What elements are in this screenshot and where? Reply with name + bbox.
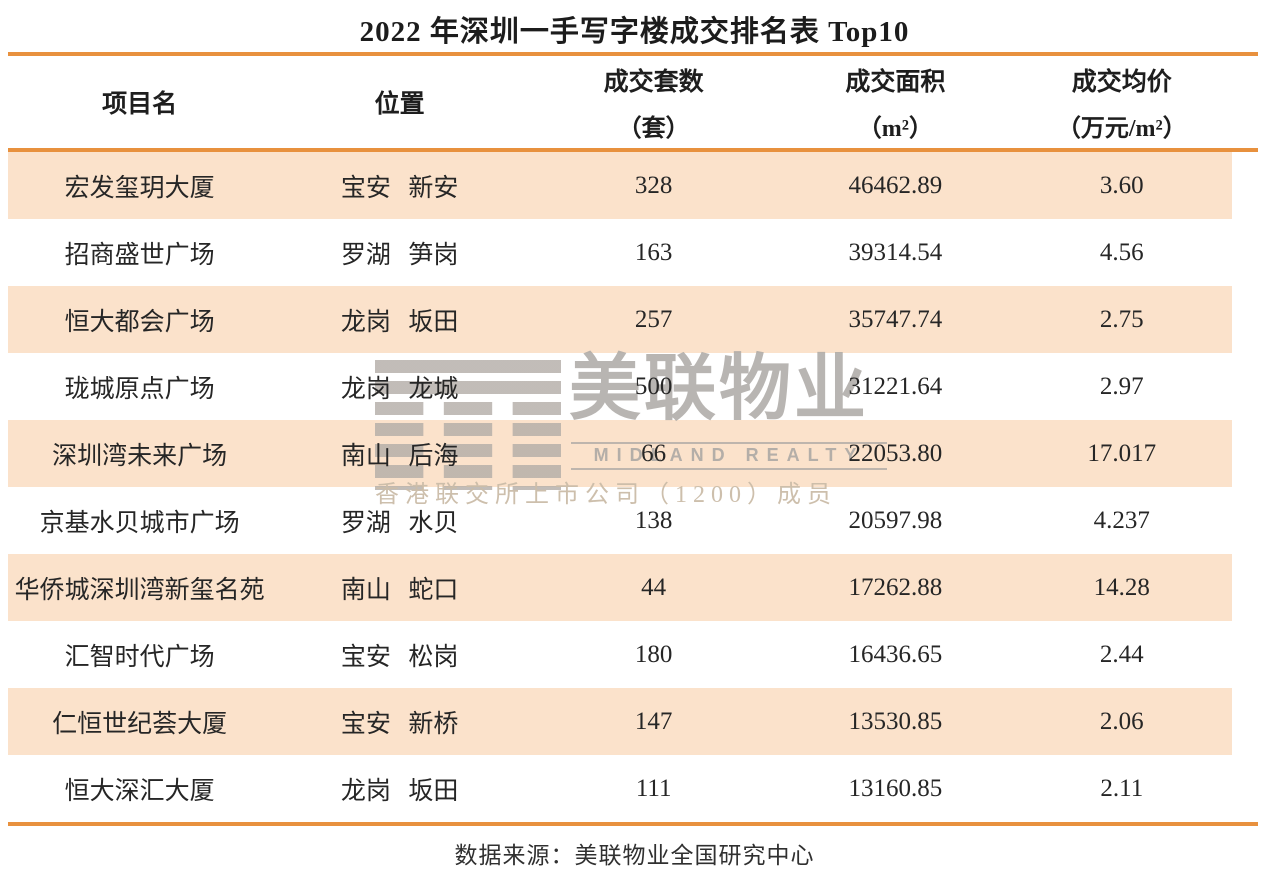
cell-area: 17262.88 — [848, 573, 943, 601]
cell-units: 328 — [634, 171, 673, 199]
table-row: 深圳湾未来广场 南山 后海 66 22053.80 17.017 — [8, 420, 1232, 487]
table-row: 恒大深汇大厦 龙岗 坂田 111 13160.85 2.11 — [8, 755, 1232, 822]
cell-location: 罗湖 水贝 — [340, 509, 459, 537]
cell-location: 南山 后海 — [340, 442, 459, 470]
cell-price: 3.60 — [1099, 171, 1144, 199]
cell-location: 宝安 新安 — [340, 174, 459, 202]
cell-area: 35747.74 — [848, 305, 943, 333]
cell-location: 龙岗 坂田 — [340, 777, 459, 805]
cell-project: 恒大深汇大厦 — [64, 777, 215, 805]
cell-price: 2.11 — [1100, 774, 1144, 802]
cell-area: 20597.98 — [848, 506, 943, 534]
report-page: 2022 年深圳一手写字楼成交排名表 Top10 项目名 位置 成交套数 （套）… — [0, 12, 1269, 872]
cell-project: 京基水贝城市广场 — [39, 509, 240, 537]
table-row: 汇智时代广场 宝安 松岗 180 16436.65 2.44 — [8, 621, 1232, 688]
cell-area: 16436.65 — [848, 640, 943, 668]
cell-project: 招商盛世广场 — [64, 241, 215, 269]
cell-location: 龙岗 坂田 — [340, 308, 459, 336]
cell-project: 宏发玺玥大厦 — [64, 174, 215, 202]
column-header-units: 成交套数 （套） — [603, 68, 704, 142]
cell-price: 2.06 — [1099, 707, 1144, 735]
cell-price: 2.75 — [1099, 305, 1144, 333]
cell-area: 22053.80 — [848, 439, 943, 467]
table-row: 仁恒世纪荟大厦 宝安 新桥 147 13530.85 2.06 — [8, 688, 1232, 755]
cell-project: 华侨城深圳湾新玺名苑 — [14, 576, 265, 604]
column-header-price: 成交均价 （万元/m²） — [1056, 68, 1187, 142]
divider-bottom — [8, 822, 1258, 826]
cell-project: 恒大都会广场 — [64, 308, 215, 336]
table-row: 恒大都会广场 龙岗 坂田 257 35747.74 2.75 — [8, 286, 1232, 353]
cell-units: 66 — [641, 439, 667, 467]
cell-units: 500 — [634, 372, 673, 400]
cell-price: 2.97 — [1099, 372, 1144, 400]
cell-location: 罗湖 笋岗 — [340, 241, 459, 269]
cell-price: 14.28 — [1093, 573, 1150, 601]
cell-price: 4.237 — [1093, 506, 1150, 534]
cell-price: 17.017 — [1087, 439, 1157, 467]
cell-project: 汇智时代广场 — [64, 643, 215, 671]
cell-units: 163 — [634, 238, 673, 266]
table-row: 华侨城深圳湾新玺名苑 南山 蛇口 44 17262.88 14.28 — [8, 554, 1232, 621]
column-header-area: 成交面积 （m²） — [845, 68, 946, 142]
cell-area: 31221.64 — [848, 372, 943, 400]
page-title: 2022 年深圳一手写字楼成交排名表 Top10 — [359, 16, 910, 48]
cell-units: 147 — [634, 707, 673, 735]
divider-header — [8, 148, 1258, 152]
table-row: 珑城原点广场 龙岗 龙城 500 31221.64 2.97 — [8, 353, 1232, 420]
cell-area: 13160.85 — [848, 774, 943, 802]
table-row: 招商盛世广场 罗湖 笋岗 163 39314.54 4.56 — [8, 219, 1232, 286]
cell-area: 39314.54 — [848, 238, 943, 266]
table-body: 宏发玺玥大厦 宝安 新安 328 46462.89 3.60 招商盛世广场 罗湖… — [8, 152, 1232, 822]
cell-units: 44 — [641, 573, 667, 601]
column-header-location: 位置 — [374, 91, 425, 118]
cell-price: 4.56 — [1099, 238, 1144, 266]
cell-price: 2.44 — [1099, 640, 1144, 668]
cell-project: 仁恒世纪荟大厦 — [52, 710, 228, 738]
column-header-project: 项目名 — [102, 91, 178, 118]
cell-units: 257 — [634, 305, 673, 333]
table-row: 宏发玺玥大厦 宝安 新安 328 46462.89 3.60 — [8, 152, 1232, 219]
cell-units: 138 — [634, 506, 673, 534]
data-source-note: 数据来源：美联物业全国研究中心 — [454, 843, 815, 868]
cell-location: 宝安 新桥 — [340, 710, 459, 738]
cell-units: 180 — [634, 640, 673, 668]
cell-location: 龙岗 龙城 — [340, 375, 459, 403]
cell-location: 宝安 松岗 — [340, 643, 459, 671]
cell-area: 13530.85 — [848, 707, 943, 735]
cell-units: 111 — [635, 774, 672, 802]
cell-location: 南山 蛇口 — [340, 576, 459, 604]
cell-area: 46462.89 — [848, 171, 943, 199]
cell-project: 深圳湾未来广场 — [52, 442, 228, 470]
divider-top — [8, 52, 1258, 56]
table-row: 京基水贝城市广场 罗湖 水贝 138 20597.98 4.237 — [8, 487, 1232, 554]
cell-project: 珑城原点广场 — [64, 375, 215, 403]
table-header: 项目名 位置 成交套数 （套） 成交面积 （m²） 成交均价 （万元/m²） — [8, 56, 1232, 148]
